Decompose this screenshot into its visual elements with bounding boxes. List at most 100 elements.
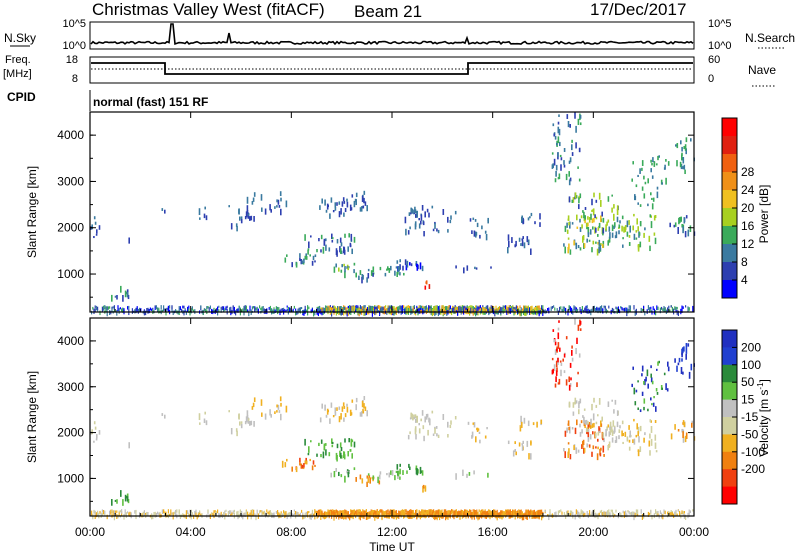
scatter-cell — [476, 222, 479, 228]
scatter-cell — [250, 513, 252, 520]
scatter-cell — [98, 430, 101, 435]
scatter-cell — [508, 241, 510, 248]
scatter-cell — [549, 512, 551, 516]
scatter-cell — [320, 454, 322, 458]
scatter-cell — [200, 513, 202, 517]
scatter-cell — [591, 308, 593, 312]
scatter-cell — [437, 512, 439, 518]
scatter-cell — [178, 509, 180, 514]
scatter-cell — [637, 513, 639, 517]
scatter-cell — [419, 513, 421, 517]
scatter-cell — [650, 221, 653, 229]
scatter-cell — [337, 308, 339, 314]
scatter-cell — [525, 310, 527, 316]
scatter-cell — [664, 164, 666, 170]
scatter-cell — [468, 472, 471, 476]
scatter-cell — [437, 306, 439, 310]
scatter-cell — [527, 217, 530, 221]
scatter-cell — [560, 369, 562, 377]
scatter-cell — [665, 159, 667, 162]
scatter-cell — [93, 421, 96, 425]
scatter-cell — [605, 511, 607, 515]
scatter-cell — [651, 203, 654, 210]
scatter-cell — [328, 247, 331, 252]
scatter-cell — [248, 514, 250, 517]
scatter-cell — [524, 305, 526, 310]
scatter-cell — [454, 210, 457, 215]
scatter-cell — [655, 450, 658, 453]
scatter-cell — [479, 439, 481, 444]
scatter-cell — [426, 208, 429, 213]
scatter-cell — [615, 306, 617, 310]
scatter-cell — [355, 404, 357, 411]
scatter-cell — [616, 307, 618, 311]
scatter-cell — [230, 310, 232, 316]
scatter-cell — [592, 413, 595, 421]
scatter-cell — [599, 448, 601, 456]
scatter-cell — [362, 205, 365, 209]
scatter-cell — [441, 305, 443, 310]
scatter-cell — [634, 512, 636, 518]
scatter-cell — [249, 216, 251, 221]
scatter-cell — [487, 219, 489, 224]
scatter-cell — [265, 512, 267, 518]
scatter-cell — [653, 215, 656, 221]
scatter-cell — [407, 308, 409, 311]
scatter-cell — [238, 413, 240, 420]
scatter-cell — [211, 512, 213, 516]
scatter-cell — [639, 221, 642, 227]
scatter-cell — [407, 230, 410, 235]
scatter-cell — [451, 509, 453, 512]
scatter-cell — [482, 307, 484, 311]
scatter-cell — [531, 305, 533, 311]
scatter-cell — [473, 308, 475, 314]
scatter-cell — [532, 422, 535, 426]
scatter-cell — [542, 305, 544, 310]
x-tick-label: 12:00 — [377, 525, 407, 539]
scatter-cell — [363, 190, 366, 195]
scatter-cell — [236, 225, 238, 232]
scatter-cell — [109, 510, 111, 516]
scatter-cell — [526, 308, 528, 312]
scatter-cell — [425, 414, 428, 420]
scatter-cell — [680, 216, 682, 222]
scatter-cell — [365, 509, 367, 515]
scatter-cell — [185, 510, 187, 516]
scatter-cell — [334, 407, 337, 413]
scatter-cell — [334, 306, 336, 312]
scatter-cell — [182, 305, 184, 309]
scatter-cell — [591, 451, 593, 457]
scatter-cell — [493, 509, 495, 514]
scatter-cell — [611, 399, 613, 402]
scatter-cell — [358, 308, 360, 314]
scatter-cell — [296, 310, 298, 315]
scatter-cell — [685, 353, 687, 360]
scatter-cell — [557, 310, 559, 315]
scatter-cell — [682, 157, 685, 164]
scatter-cell — [300, 259, 303, 265]
scatter-cell — [356, 305, 358, 308]
scatter-cell — [334, 412, 337, 416]
scatter-cell — [522, 217, 524, 225]
scatter-cell — [622, 308, 624, 311]
nsky-trace — [90, 23, 694, 46]
scatter-cell — [540, 419, 543, 425]
scatter-cell — [635, 184, 638, 188]
scatter-cell — [471, 435, 473, 439]
scatter-cell — [615, 509, 617, 513]
scatter-cell — [658, 360, 660, 364]
scatter-cell — [240, 216, 243, 219]
scatter-cell — [613, 308, 615, 314]
scatter-cell — [284, 512, 286, 519]
scatter-cell — [373, 309, 375, 312]
scatter-cell — [412, 307, 414, 313]
scatter-cell — [536, 306, 538, 312]
scatter-cell — [437, 434, 440, 439]
scatter-cell — [422, 221, 425, 226]
scatter-cell — [127, 499, 130, 504]
scatter-cell — [571, 345, 573, 349]
scatter-cell — [571, 222, 574, 225]
scatter-cell — [233, 306, 235, 311]
scatter-cell — [548, 514, 550, 521]
